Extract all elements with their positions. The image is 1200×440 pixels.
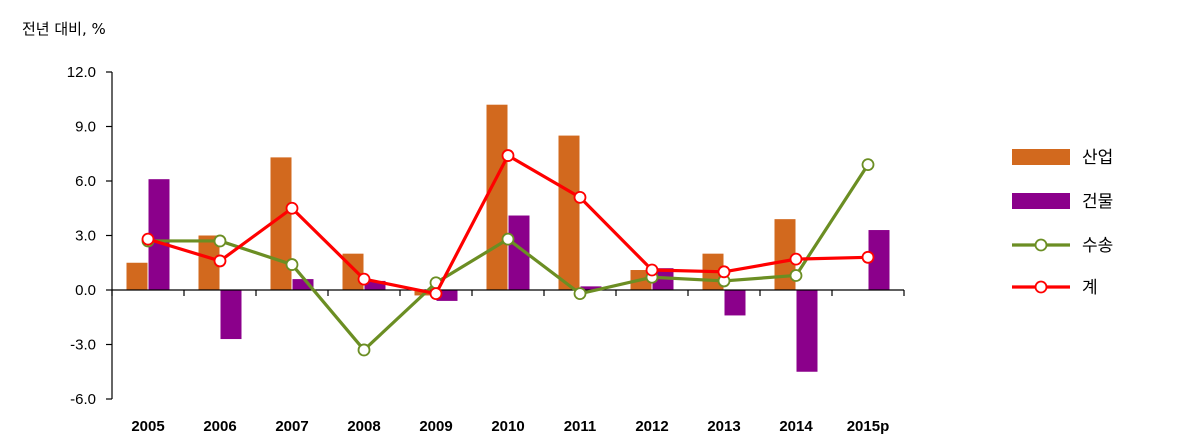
legend-label-수송: 수송 [1082, 236, 1113, 256]
y-unit-label: 전년 대비, % [22, 20, 106, 38]
x-tick-label: 2010 [491, 418, 524, 435]
point-수송-2011 [573, 287, 587, 301]
point-수송-2014 [789, 269, 803, 282]
legend-marker-수송 [1034, 238, 1048, 252]
bar-산업-2011 [558, 135, 580, 290]
point-수송-2006 [213, 234, 227, 248]
point-계-2009 [429, 287, 443, 301]
point-수송-2010 [501, 232, 515, 246]
point-계-2006 [213, 254, 227, 268]
y-tick-label: 6.0 [75, 173, 96, 190]
line-계 [147, 153, 869, 296]
y-axis-ticks: 12.0 9.0 6.0 3.0 0.0 -3.0 -6.0 [67, 64, 112, 408]
legend-swatch-건물 [1012, 193, 1070, 209]
bar-건물-2013 [724, 290, 746, 316]
x-tick-label: 2011 [564, 418, 597, 435]
x-axis-labels: 2005 2006 2007 2008 2009 2010 2011 2012 2013 2014… [131, 418, 889, 435]
bar-건물-2009 [436, 290, 458, 301]
axes [111, 72, 905, 399]
bar-산업-2007 [270, 157, 292, 290]
legend-swatch-산업 [1012, 149, 1070, 165]
bar-건물-2014 [796, 290, 818, 372]
legend-label-산업: 산업 [1082, 148, 1113, 168]
y-tick-label: 0.0 [75, 282, 96, 299]
y-tick-label: -6.0 [70, 391, 96, 408]
x-tick-label: 2005 [131, 418, 164, 435]
bar-산업-2005 [126, 262, 148, 290]
point-계-2007 [285, 201, 299, 215]
point-수송-2015p [861, 158, 875, 172]
point-계-2011 [573, 190, 587, 204]
x-tick-label: 2009 [419, 418, 452, 435]
y-tick-label: 3.0 [75, 228, 96, 245]
x-tick-label: 2013 [707, 418, 740, 435]
line-수송 [148, 163, 870, 352]
bar-건물-2008 [364, 280, 386, 290]
x-tick-label: 2012 [635, 418, 668, 435]
legend-label-계: 계 [1082, 278, 1098, 298]
bar-건물-2011 [580, 286, 602, 290]
legend-marker-계 [1034, 280, 1048, 294]
y-tick-label: -3.0 [70, 337, 96, 354]
point-계-2008 [357, 272, 371, 286]
point-계-2010 [501, 149, 515, 162]
bar-건물-2006 [220, 290, 242, 340]
x-tick-label: 2006 [203, 418, 236, 435]
point-수송-2008 [357, 343, 371, 357]
bar-건물-2010 [508, 215, 530, 290]
bar-산업-2010 [486, 104, 508, 290]
point-계-2014 [789, 252, 803, 266]
legend-label-건물: 건물 [1082, 192, 1113, 212]
bar-건물-2007 [292, 279, 314, 290]
point-수송-2007 [285, 258, 299, 271]
point-계-2012 [645, 263, 659, 277]
x-tick-label: 2014 [779, 418, 813, 435]
point-계-2005 [141, 232, 155, 246]
x-tick-label: 2007 [275, 418, 308, 435]
y-tick-label: 12.0 [67, 64, 96, 81]
series-lines [141, 149, 875, 357]
bar-건물-2015p [868, 230, 890, 290]
x-tick-label: 2008 [347, 418, 380, 435]
bar-산업-2006 [198, 235, 220, 290]
bar-건물-2005 [148, 179, 170, 290]
point-계-2013 [717, 265, 731, 279]
x-tick-label: 2015p [847, 418, 890, 435]
bar-산업-2014 [774, 219, 796, 290]
point-계-2015p [861, 250, 875, 264]
y-tick-label: 9.0 [75, 119, 96, 136]
